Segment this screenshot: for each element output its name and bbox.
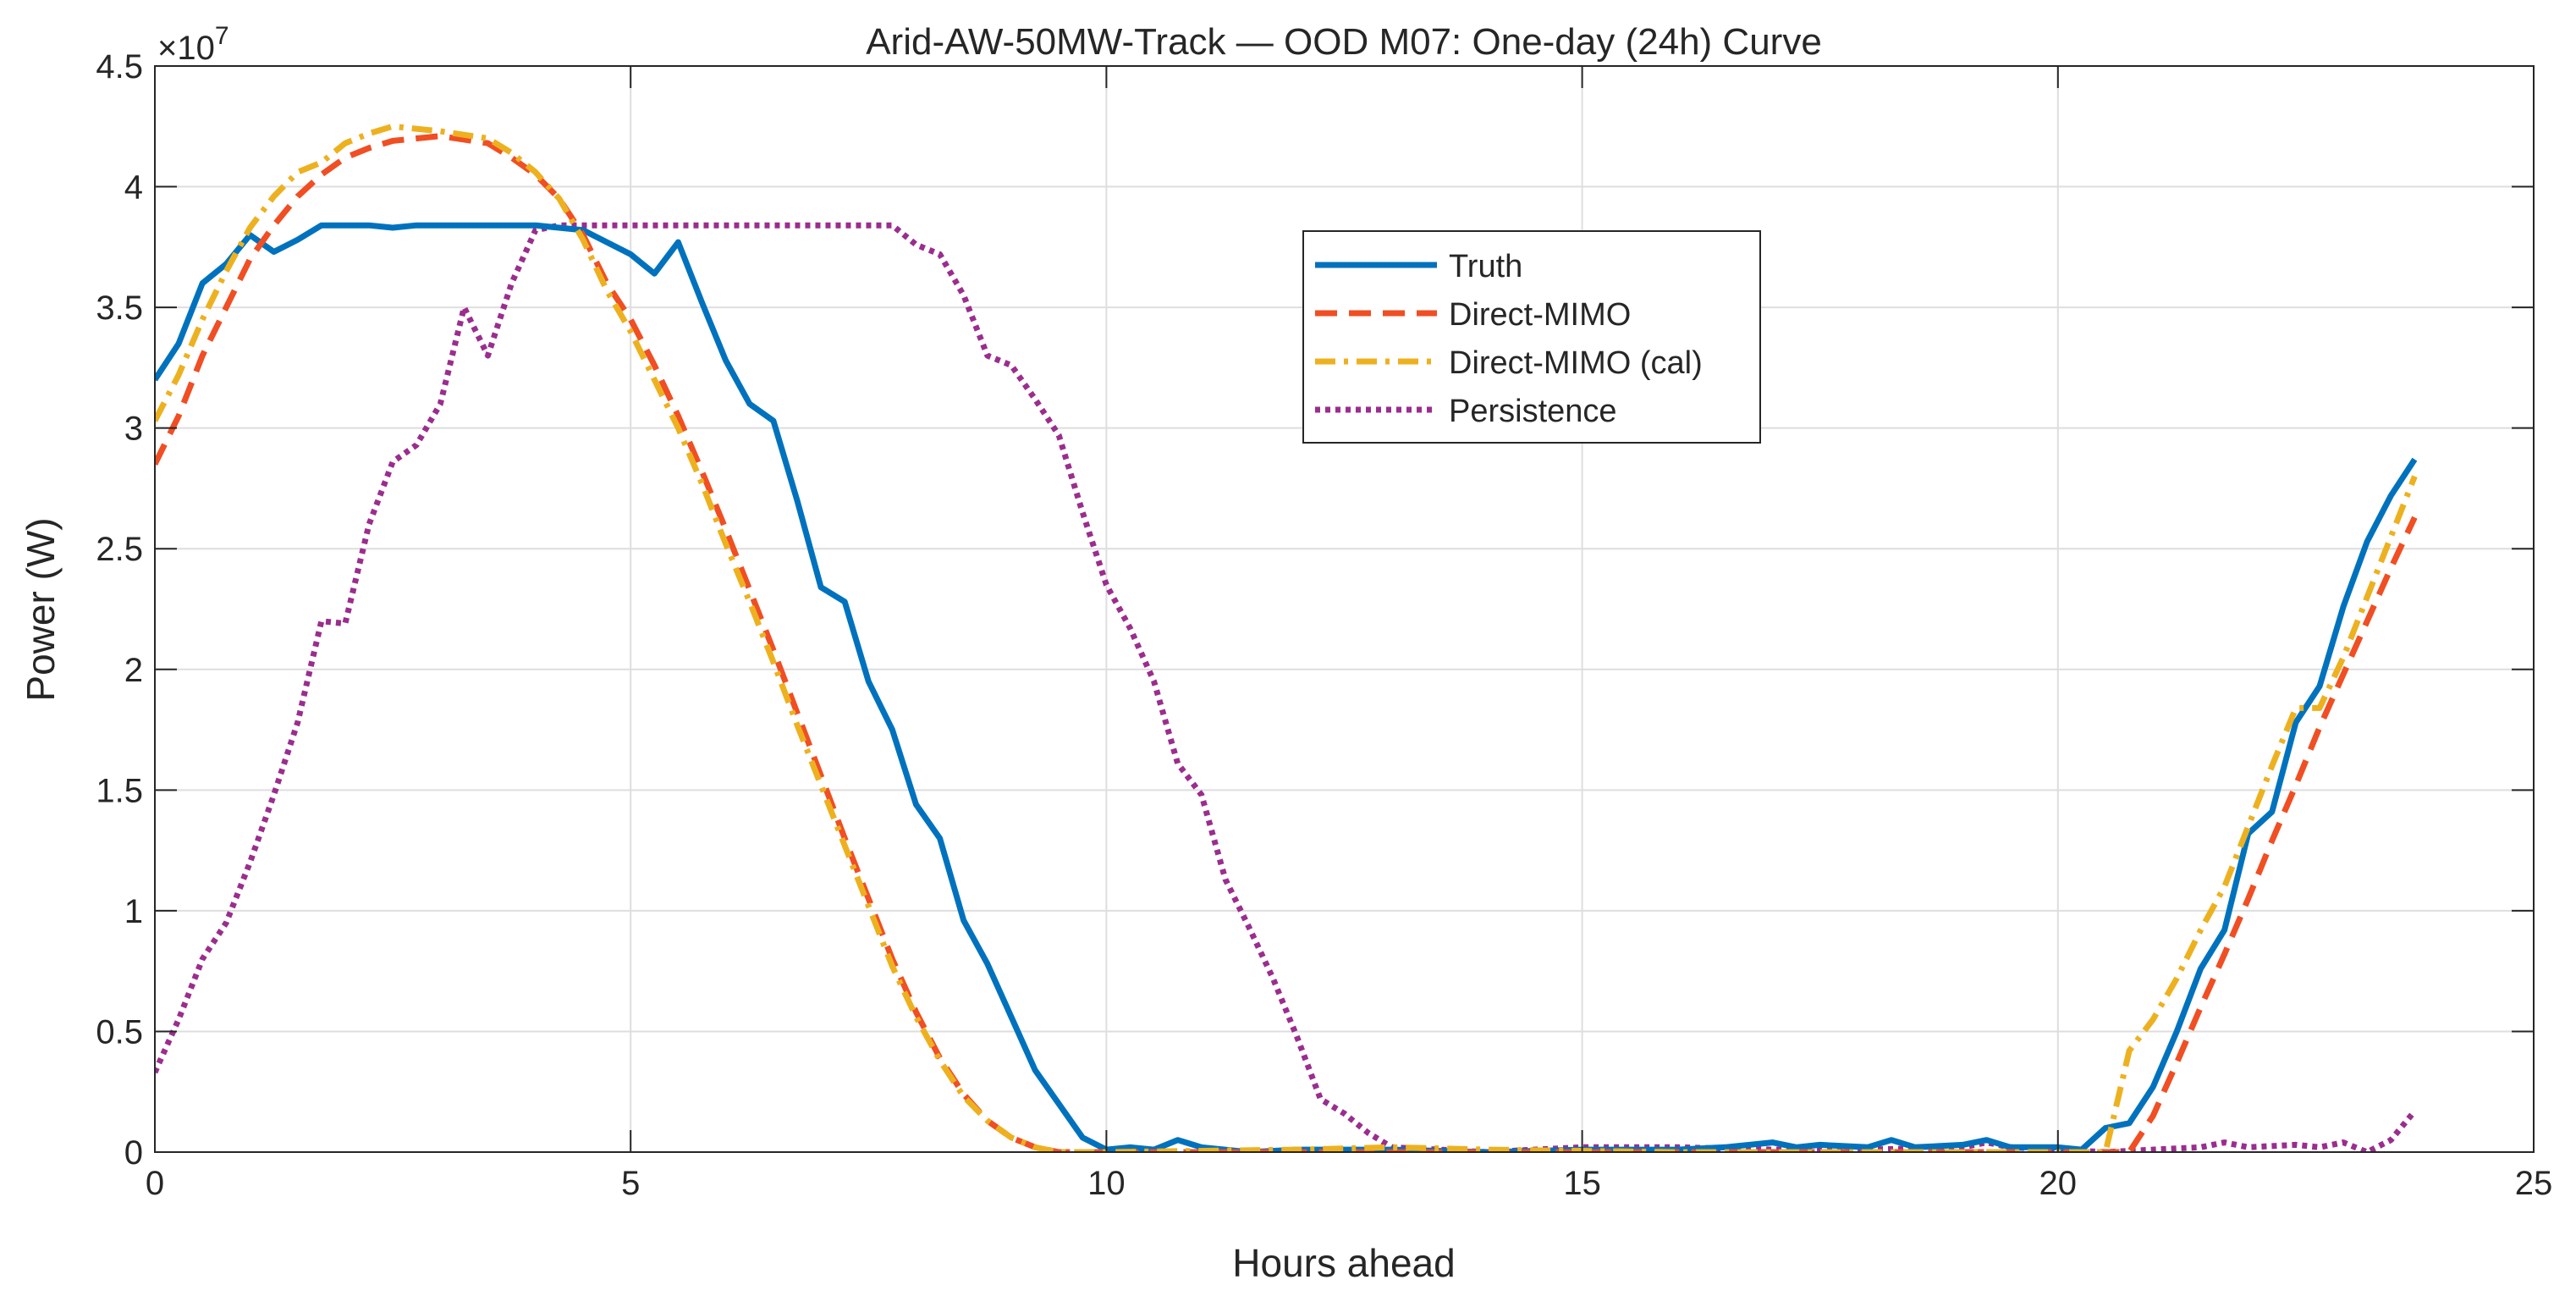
y-tick-label: 3.5 bbox=[96, 290, 143, 327]
plot-border bbox=[154, 65, 2535, 1153]
y-exponent-power: 7 bbox=[215, 22, 229, 50]
series-line-truth bbox=[155, 222, 2418, 1152]
y-tick-label: 2.5 bbox=[96, 531, 143, 568]
plot-area bbox=[155, 66, 2534, 1152]
y-tick-label: 4.5 bbox=[96, 48, 143, 85]
y-axis-label: Power (W) bbox=[19, 517, 63, 701]
y-tick-label: 4 bbox=[124, 169, 143, 207]
series-line-direct-mimo-cal bbox=[155, 123, 2418, 1152]
x-tick-label: 25 bbox=[2515, 1165, 2553, 1202]
y-exponent-base: ×10 bbox=[157, 30, 215, 67]
y-tick-label: 1 bbox=[124, 893, 143, 930]
x-axis-label: Hours ahead bbox=[1232, 1241, 1455, 1285]
x-tick-label: 15 bbox=[1563, 1165, 1601, 1202]
y-exponent-label: ×107 bbox=[157, 22, 229, 67]
svg-text:×107: ×107 bbox=[157, 22, 229, 67]
x-tick-label: 20 bbox=[2039, 1165, 2078, 1202]
legend-label: Direct-MIMO bbox=[1449, 297, 1631, 333]
x-tick-label: 5 bbox=[621, 1165, 640, 1202]
y-tick-label: 3 bbox=[124, 411, 143, 448]
y-tick-label: 2 bbox=[124, 652, 143, 689]
x-tick-label: 10 bbox=[1087, 1165, 1126, 1202]
plot-series-group bbox=[155, 123, 2418, 1152]
legend-label: Direct-MIMO (cal) bbox=[1449, 345, 1703, 381]
x-tick-label: 0 bbox=[146, 1165, 164, 1202]
y-tick-label: 0.5 bbox=[96, 1013, 143, 1051]
legend-label: Persistence bbox=[1449, 394, 1617, 429]
legend: Truth Direct-MIMO Direct-MIMO (cal) Persist… bbox=[1302, 230, 1761, 444]
series-line-direct-mimo bbox=[155, 133, 2418, 1152]
y-tick-label: 0 bbox=[124, 1134, 143, 1172]
y-tick-label: 1.5 bbox=[96, 772, 143, 809]
axis-ticks: 0 5 10 15 20 25 0 0.5 1 1.5 2 2.5 3 3.5 4 4.5 bbox=[96, 48, 2552, 1202]
chart-title: Arid-AW-50MW-Track — OOD M07: One-day (2… bbox=[866, 21, 1822, 63]
legend-label: Truth bbox=[1449, 249, 1522, 284]
